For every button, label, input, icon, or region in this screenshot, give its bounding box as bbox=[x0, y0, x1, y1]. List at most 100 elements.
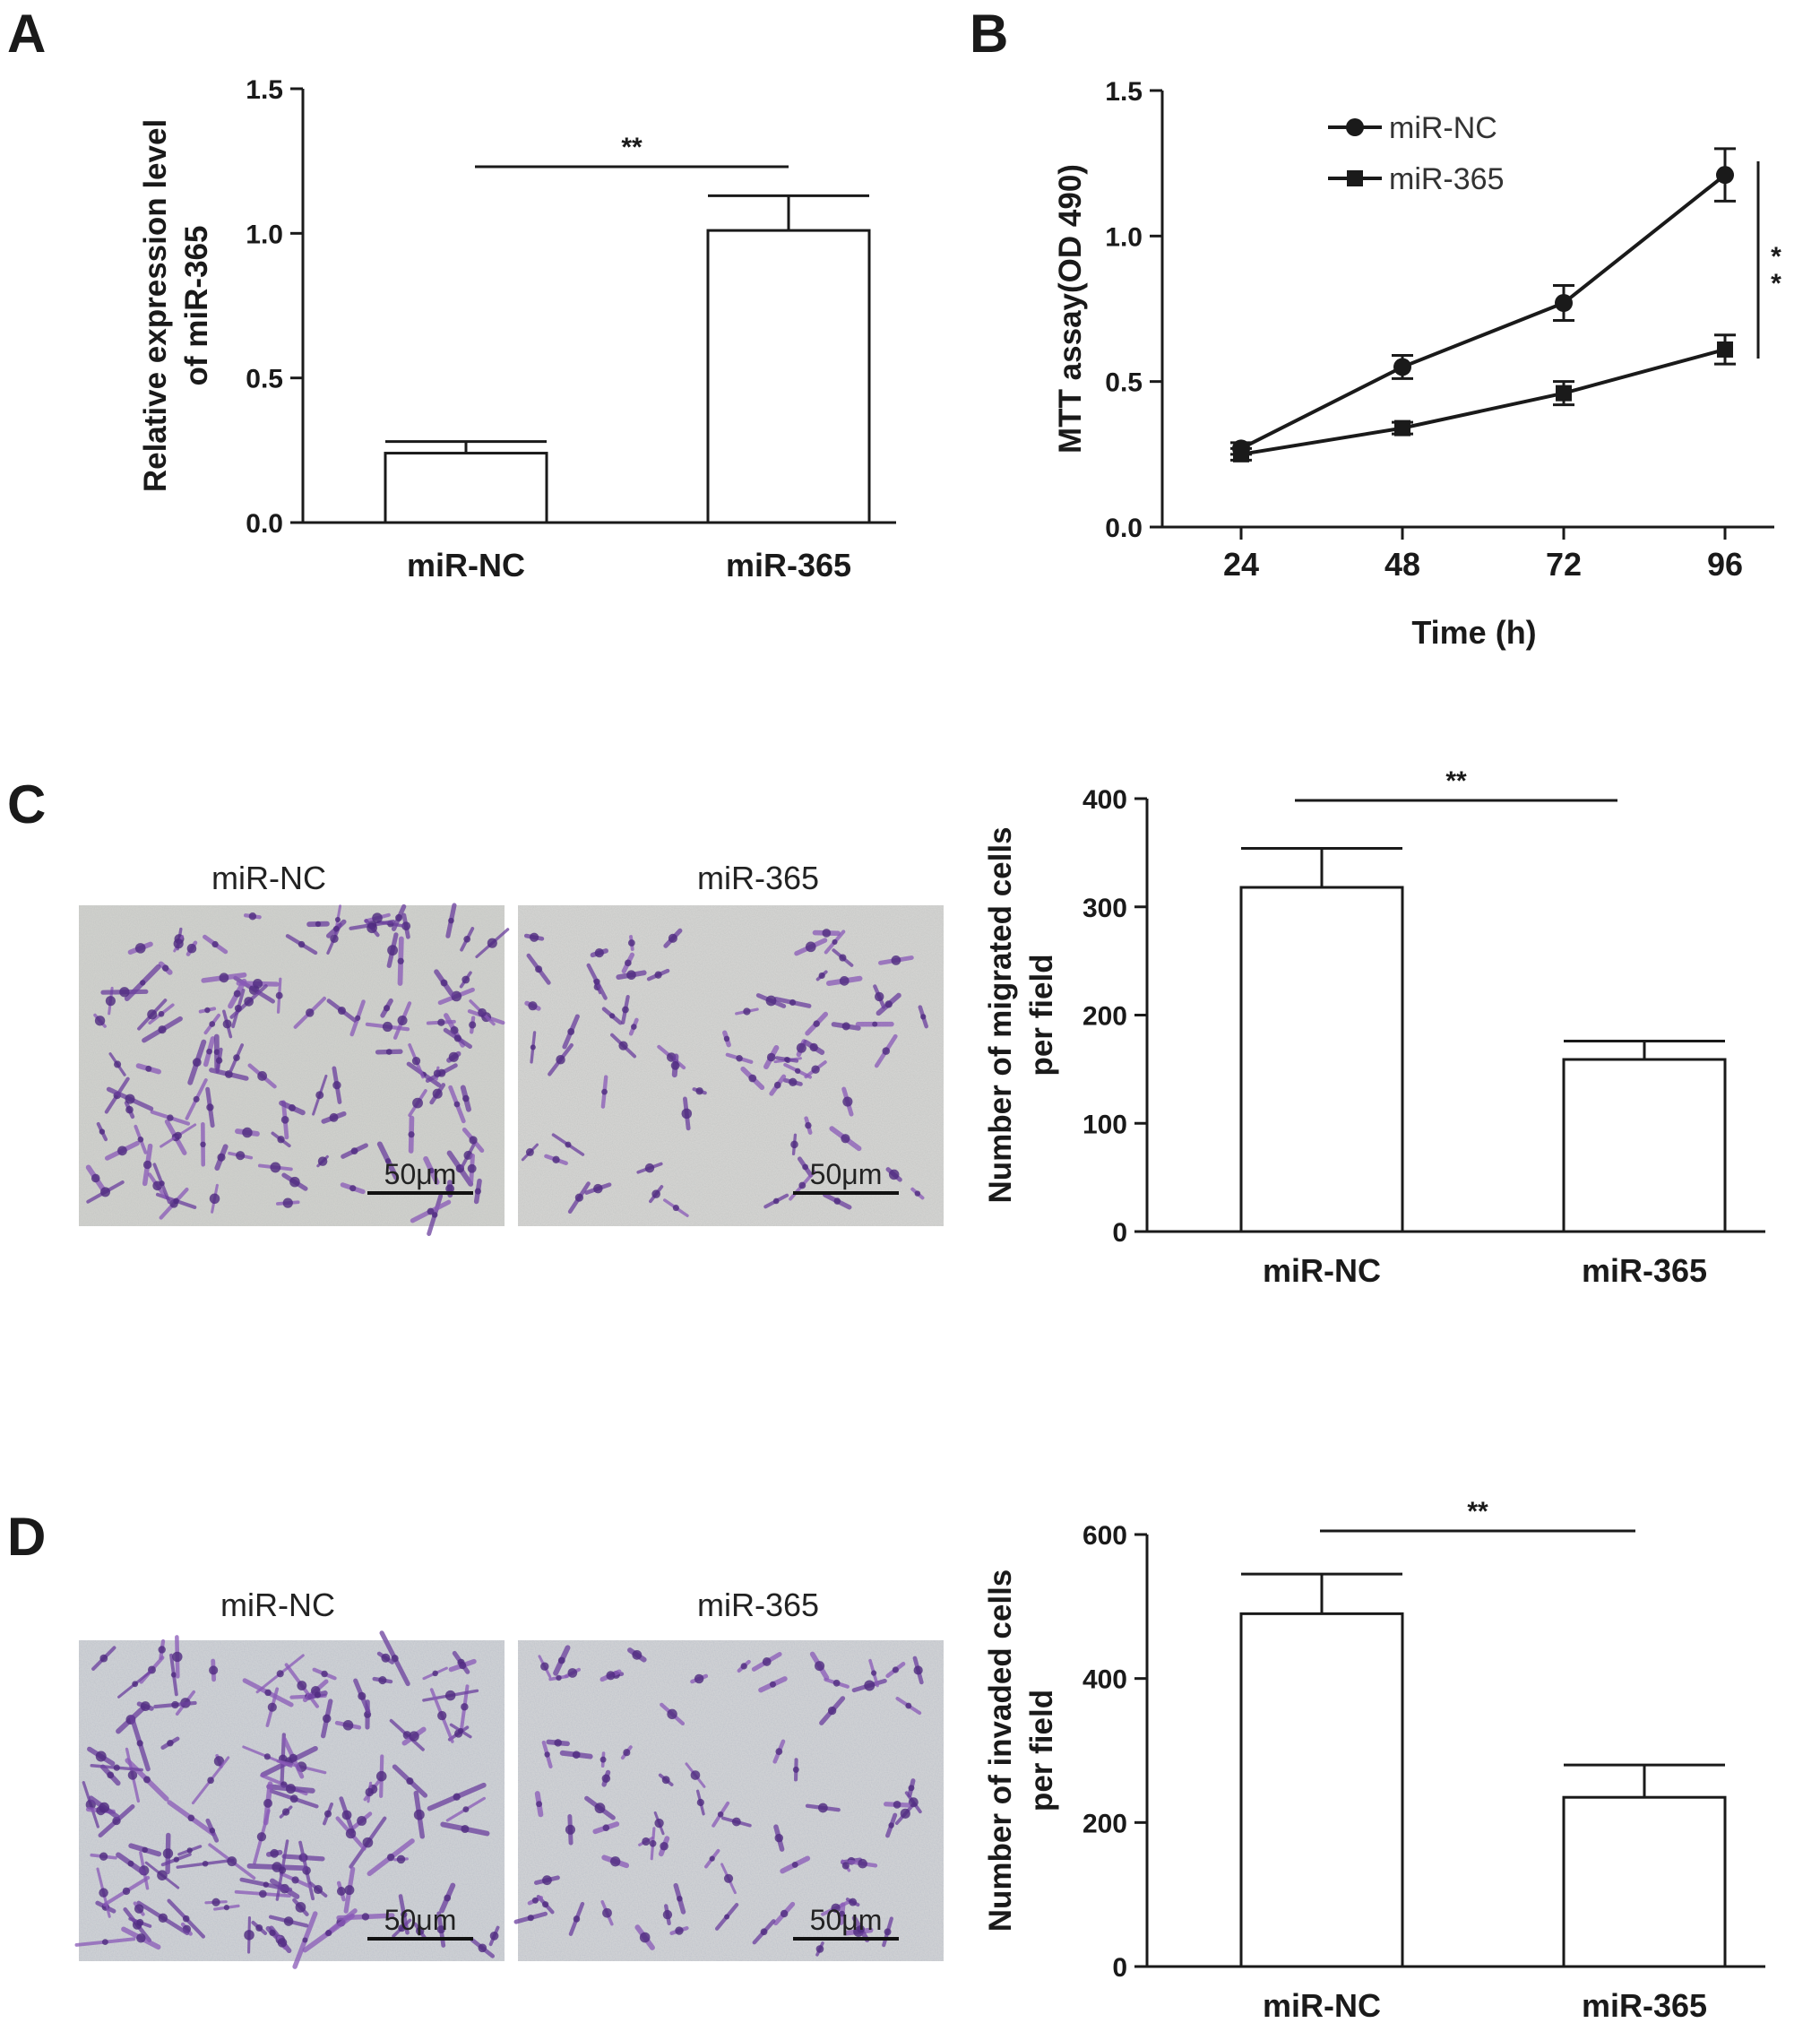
stained-cell bbox=[256, 1832, 267, 1842]
stained-cell bbox=[321, 1670, 328, 1678]
stained-cell bbox=[857, 1924, 865, 1933]
stained-cell bbox=[157, 1870, 168, 1880]
stained-cell bbox=[536, 1801, 543, 1808]
stained-cell bbox=[531, 1897, 539, 1904]
stained-cell bbox=[136, 1918, 144, 1926]
stained-cell bbox=[91, 1173, 100, 1183]
stained-cell bbox=[743, 1007, 751, 1016]
stained-cell bbox=[724, 1914, 730, 1920]
stained-cell bbox=[209, 1665, 219, 1675]
stained-cell bbox=[610, 1856, 621, 1867]
stained-cell bbox=[528, 1001, 538, 1011]
stained-cell bbox=[822, 929, 832, 938]
stained-cell bbox=[717, 1811, 724, 1818]
y-axis-label-b: MTT assay(OD 490) bbox=[1053, 164, 1088, 454]
stained-cell bbox=[462, 1094, 470, 1102]
stained-cell bbox=[401, 1911, 408, 1918]
y-axis-label-a: Relative expression level of miR-365 bbox=[138, 119, 214, 492]
stained-cell bbox=[206, 1048, 212, 1055]
y-tick-label-c: 200 bbox=[1083, 1002, 1127, 1032]
stained-cell bbox=[193, 1095, 200, 1102]
stained-cell bbox=[142, 1846, 149, 1854]
y-tick-label-a: 1.5 bbox=[246, 75, 283, 105]
stained-cell bbox=[99, 1128, 106, 1135]
stained-cell bbox=[411, 1056, 421, 1066]
stained-cell bbox=[200, 1141, 206, 1148]
stained-cell bbox=[211, 1898, 220, 1906]
stained-cell bbox=[690, 1770, 701, 1780]
stained-cell bbox=[784, 1056, 790, 1063]
stained-cell bbox=[469, 1136, 478, 1145]
stained-cell bbox=[248, 912, 257, 921]
stained-cell bbox=[827, 1706, 837, 1716]
stained-cell bbox=[134, 943, 146, 954]
stained-cell bbox=[791, 1861, 798, 1868]
stained-cell bbox=[204, 1007, 211, 1014]
stained-cell bbox=[264, 1689, 272, 1697]
stained-cell bbox=[94, 1016, 106, 1026]
stained-cell bbox=[223, 1905, 229, 1911]
stained-cell bbox=[900, 1808, 910, 1819]
y-tick-label-b: 0.5 bbox=[1105, 368, 1143, 398]
stained-cell bbox=[654, 971, 662, 979]
category-label-d: miR-365 bbox=[1582, 1987, 1707, 2023]
category-label-a: miR-NC bbox=[407, 547, 525, 584]
stained-cell bbox=[295, 1902, 306, 1913]
stained-cell bbox=[802, 1163, 809, 1171]
scale-label-nc-c: 50μm bbox=[384, 1158, 457, 1190]
data-point-365 bbox=[1717, 341, 1733, 358]
panel-label-b: B bbox=[970, 4, 1008, 64]
stained-cell bbox=[809, 1042, 818, 1052]
stained-cell bbox=[813, 1020, 820, 1027]
stained-cell bbox=[872, 1021, 878, 1027]
stained-cell bbox=[556, 1674, 562, 1682]
stained-cell bbox=[167, 1739, 174, 1747]
stained-cell bbox=[95, 1751, 107, 1762]
y-tick-label-a: 0.0 bbox=[246, 509, 283, 539]
stained-cell bbox=[209, 1193, 220, 1205]
y-tick-label-b: 1.5 bbox=[1105, 77, 1143, 107]
y-tick-label-a: 1.0 bbox=[246, 220, 283, 249]
stained-cell bbox=[209, 1021, 216, 1027]
y-tick-label-d: 400 bbox=[1083, 1665, 1127, 1695]
stained-cell bbox=[137, 1136, 144, 1143]
stained-cell bbox=[884, 1928, 892, 1936]
stained-cell bbox=[709, 1855, 715, 1862]
stained-cell bbox=[202, 1860, 209, 1867]
micrograph-label-365-d: miR-365 bbox=[697, 1586, 819, 1623]
stained-cell bbox=[315, 921, 322, 928]
stained-cell bbox=[227, 1856, 237, 1867]
stained-cell bbox=[572, 1751, 581, 1759]
stained-cell bbox=[839, 1910, 845, 1917]
stained-cell bbox=[831, 1903, 841, 1913]
stained-cell bbox=[207, 1777, 214, 1785]
stained-cell bbox=[773, 1081, 781, 1089]
micrographs-c: miR-NC miR-365 50μm 50μm bbox=[79, 860, 944, 1236]
scale-label-365-c: 50μm bbox=[810, 1158, 883, 1190]
stained-cell bbox=[211, 940, 219, 948]
stained-cell bbox=[632, 1649, 643, 1660]
stained-cell bbox=[623, 1749, 631, 1757]
micrograph-image-365-d bbox=[513, 1640, 944, 1961]
stained-cell bbox=[884, 1000, 893, 1008]
stained-cell bbox=[478, 1007, 487, 1017]
stained-cell bbox=[631, 1024, 637, 1030]
stained-cell bbox=[695, 1087, 703, 1095]
stained-cell bbox=[99, 1852, 108, 1861]
stained-cell bbox=[627, 939, 635, 947]
scale-label-365-d: 50μm bbox=[810, 1904, 883, 1936]
stained-cell bbox=[444, 1690, 456, 1701]
stained-cell bbox=[186, 1847, 193, 1854]
stained-cell bbox=[463, 935, 471, 943]
y-tick-label-d: 0 bbox=[1112, 1953, 1127, 1983]
stained-cell bbox=[780, 1909, 789, 1918]
y-tick-label-b: 0.0 bbox=[1105, 514, 1143, 543]
stained-cell bbox=[313, 1885, 323, 1895]
stained-cell bbox=[817, 1803, 828, 1813]
significance-label-a: ** bbox=[621, 133, 643, 162]
stained-cell bbox=[99, 1802, 110, 1813]
stained-cell bbox=[330, 934, 339, 943]
stained-cell bbox=[270, 1848, 280, 1858]
stained-cell bbox=[332, 925, 340, 932]
stained-cell bbox=[642, 1837, 651, 1846]
